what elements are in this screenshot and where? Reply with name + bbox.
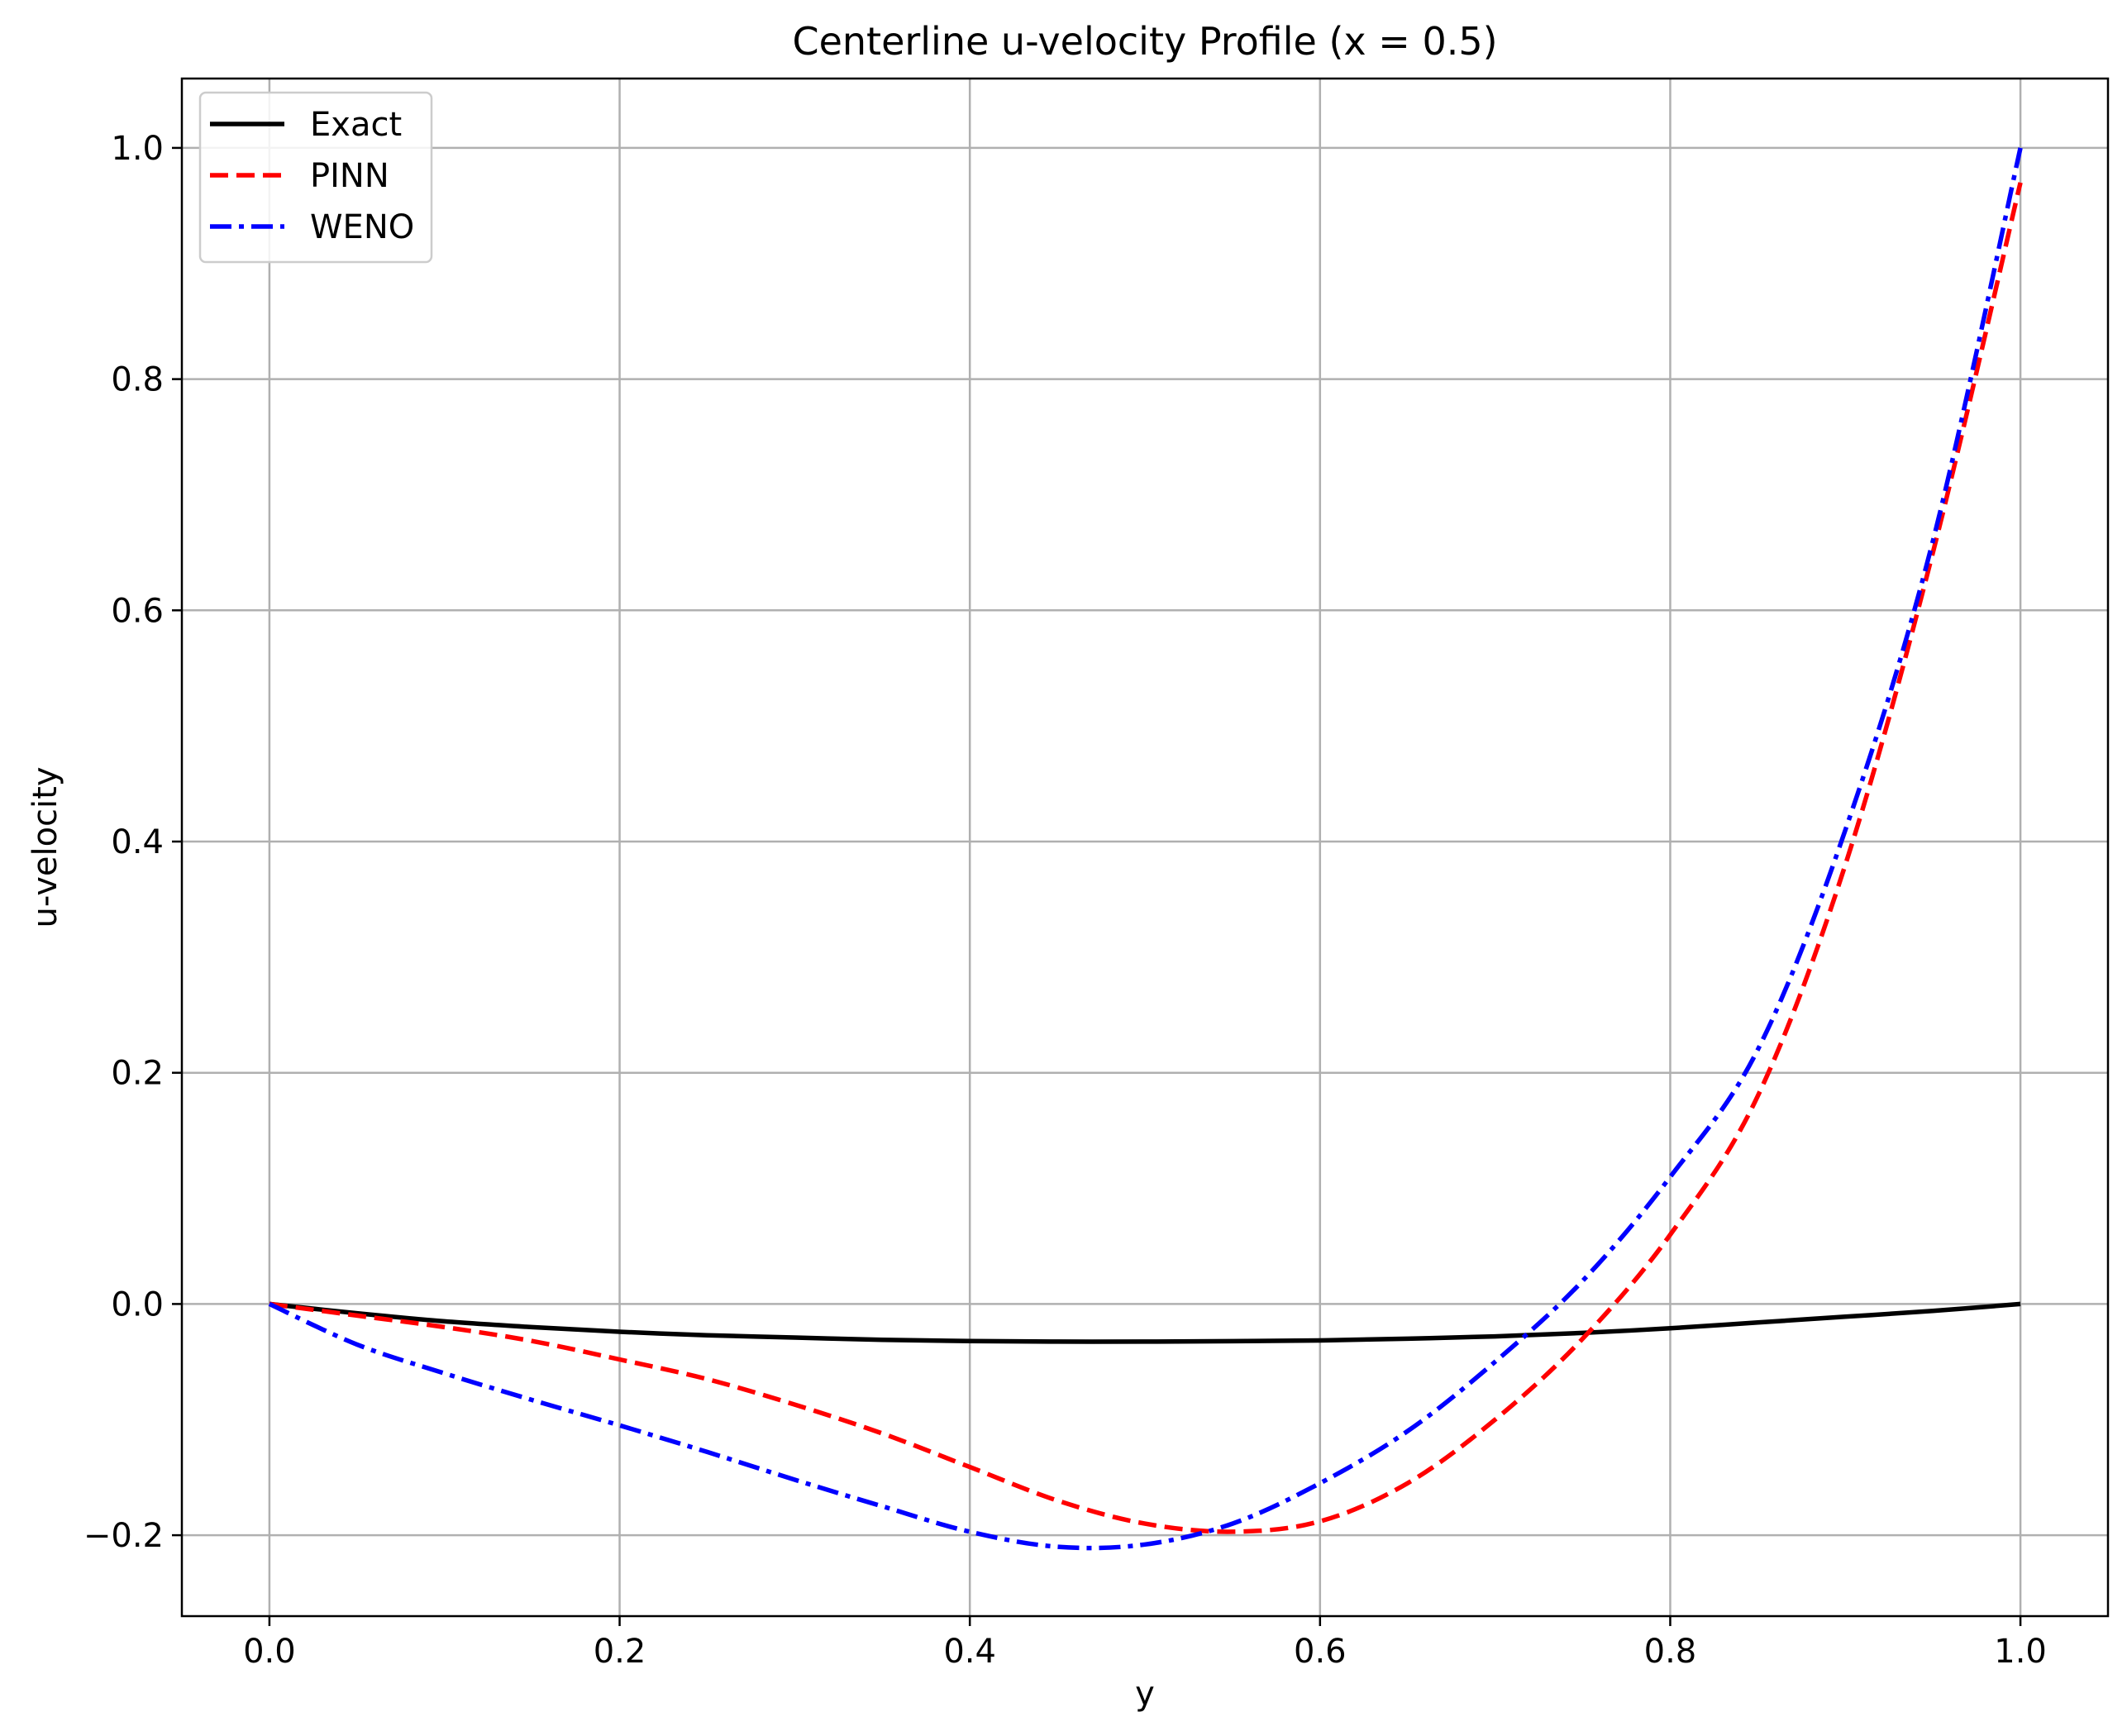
- x-tick-label: 0.4: [943, 1633, 996, 1671]
- x-tick-label: 0.2: [594, 1633, 646, 1671]
- axis-ticks: 0.0 0.2 0.4 0.6 0.8 1.0 −0.2 0.0 0.2 0.4 0.6 0.8 1.0: [83, 130, 2047, 1671]
- series-layer: [268, 147, 2023, 1551]
- y-tick-label: 0.6: [111, 592, 164, 630]
- series-line-exact: [269, 1301, 2021, 1344]
- legend-label-pinn: PINN: [310, 157, 389, 195]
- plot-frame: [180, 77, 2110, 1618]
- legend-box: [198, 91, 433, 264]
- legend-label-weno: WENO: [310, 208, 414, 246]
- legend-label-exact: Exact: [310, 106, 402, 144]
- x-tick-label: 1.0: [1994, 1633, 2047, 1671]
- grid: [182, 79, 2108, 1616]
- series-line-weno: [268, 147, 2023, 1551]
- chart-title: Centerline u-velocity Profile (x = 0.5): [792, 19, 1497, 64]
- y-tick-label: 1.0: [111, 130, 164, 168]
- y-axis-label: u-velocity: [26, 766, 64, 928]
- x-tick-label: 0.8: [1644, 1633, 1697, 1671]
- x-axis-label: y: [1135, 1675, 1155, 1713]
- y-tick-label: 0.4: [111, 823, 164, 861]
- legend: Exact PINN WENO: [198, 91, 433, 264]
- y-tick-label: 0.0: [111, 1285, 164, 1323]
- x-tick-label: 0.0: [243, 1633, 296, 1671]
- y-tick-label: 0.2: [111, 1055, 164, 1093]
- x-tick-label: 0.6: [1294, 1633, 1347, 1671]
- y-tick-label: −0.2: [83, 1517, 164, 1555]
- y-tick-label: 0.8: [111, 361, 164, 399]
- series-line-pinn: [269, 182, 2023, 1534]
